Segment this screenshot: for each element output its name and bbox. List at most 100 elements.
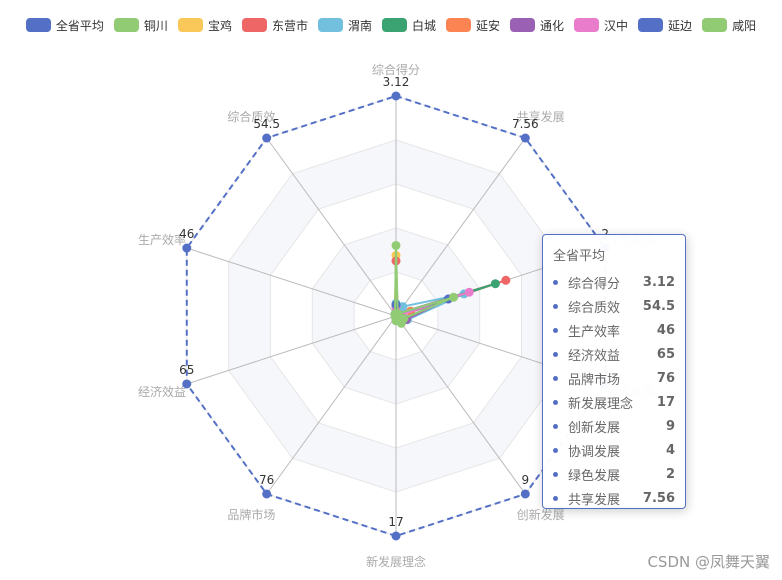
radar-series-line (185, 95, 607, 537)
legend-item[interactable]: 延安 (446, 17, 500, 34)
legend-swatch (25, 18, 51, 32)
tooltip-row: 创新发展 9 (553, 414, 675, 438)
tooltip-label: 创新发展 (568, 420, 621, 436)
radar-value-label: 54.5 (253, 117, 280, 131)
legend-item[interactable]: 通化 (510, 17, 564, 34)
tooltip-value: 54.5 (642, 298, 675, 314)
legend-swatch (317, 18, 343, 32)
legend-swatch (574, 18, 600, 32)
tooltip-row: 综合得分 3.12 (553, 270, 675, 294)
radar-axis-line (395, 315, 526, 495)
radar-value-label: 65 (179, 363, 194, 377)
legend-item[interactable]: 宝鸡 (177, 17, 232, 34)
radar-point (391, 91, 401, 101)
legend-item[interactable]: 东营市 (241, 17, 308, 34)
radar-indicator-label: 创新发展 (517, 507, 565, 522)
radar-value-label: 17 (388, 515, 403, 529)
tooltip-value: 76 (656, 370, 675, 386)
radar-indicator-label: 新发展理念 (366, 554, 426, 569)
tooltip-row: 绿色发展 2 (553, 462, 675, 486)
radar-point (182, 379, 192, 389)
legend-label: 通化 (540, 18, 565, 33)
radar-point (262, 133, 272, 143)
legend-label: 渭南 (347, 18, 372, 33)
tooltip-value: 17 (656, 394, 675, 410)
tooltip-row: 品牌市场 76 (553, 366, 675, 390)
tooltip-label: 绿色发展 (568, 468, 621, 484)
radar-axis-line (395, 137, 526, 317)
tooltip-value: 3.12 (642, 274, 675, 290)
legend-label: 白城 (411, 18, 436, 33)
legend-swatch (381, 18, 407, 32)
tooltip-dot (553, 423, 558, 429)
tooltip-dot (553, 399, 558, 405)
radar-point (262, 489, 272, 499)
legend-item[interactable]: 白城 (381, 17, 436, 34)
tooltip-label: 综合得分 (568, 276, 621, 292)
legend-label: 全省平均 (55, 18, 104, 33)
chart-legend: 全省平均 铜川 宝鸡 东营市 渭南 白城 延安 通化 汉中 延边 咸阳 (0, 12, 782, 38)
tooltip-label: 新发展理念 (568, 396, 634, 412)
radar-point (182, 243, 192, 253)
radar-axis-line (186, 247, 397, 317)
radar-axis-line (266, 137, 397, 317)
radar-point (464, 287, 474, 297)
radar-indicator-label: 品牌市场 (227, 507, 275, 522)
radar-indicator-label: 生产效率 (138, 232, 186, 247)
radar-point (520, 489, 530, 499)
legend-swatch (446, 18, 471, 32)
radar-point (449, 292, 459, 302)
legend-label: 宝鸡 (207, 18, 232, 33)
tooltip-row: 经济效益 65 (553, 342, 675, 366)
tooltip-value: 2 (665, 466, 675, 482)
radar-point (501, 275, 511, 285)
tooltip-rows: 综合得分 3.12 综合质效 54.5 生产效率 46 经济效益 65 品牌市场 76 新发展理念 1… (553, 270, 675, 510)
radar-value-label: 7.56 (512, 117, 539, 131)
legend-item[interactable]: 渭南 (317, 17, 372, 34)
radar-value-label: 3.12 (383, 75, 410, 89)
legend-label: 延边 (668, 18, 693, 33)
radar-value-label: 46 (179, 227, 194, 241)
legend-item[interactable]: 汉中 (574, 17, 628, 34)
legend-label: 汉中 (604, 18, 629, 33)
radar-point (391, 531, 401, 541)
tooltip-value: 7.56 (642, 490, 675, 506)
radar-indicator-label: 综合质效 (227, 109, 275, 124)
tooltip-dot (553, 303, 558, 309)
legend-item[interactable]: 铜川 (113, 17, 168, 34)
tooltip-value: 9 (665, 418, 675, 434)
legend-label: 东营市 (271, 18, 308, 33)
radar-value-label: 9 (521, 473, 529, 487)
radar-axis-line (186, 315, 397, 385)
legend-swatch (702, 18, 728, 32)
tooltip-label: 协调发展 (568, 444, 621, 460)
legend-swatch (241, 18, 267, 32)
legend-swatch (177, 18, 203, 32)
radar-indicator-label: 综合得分 (372, 62, 420, 77)
tooltip-row: 协调发展 4 (553, 438, 675, 462)
tooltip-dot (553, 471, 558, 477)
tooltip-row: 共享发展 7.56 (553, 486, 675, 510)
legend-label: 延安 (476, 18, 501, 33)
radar-axis-line (266, 315, 397, 495)
legend-item[interactable]: 延边 (638, 17, 692, 34)
legend-item[interactable]: 咸阳 (702, 17, 756, 34)
tooltip-dot (553, 279, 558, 285)
tooltip-label: 综合质效 (568, 300, 621, 316)
radar-value-label: 76 (259, 473, 274, 487)
legend-label: 咸阳 (732, 18, 757, 33)
tooltip-dot (553, 495, 558, 501)
tooltip-dot (553, 327, 558, 333)
legend-swatch (510, 18, 536, 32)
tooltip-label: 共享发展 (568, 492, 621, 508)
legend-item[interactable]: 全省平均 (25, 17, 104, 34)
watermark: CSDN @凤舞天翼 (647, 553, 770, 571)
radar-indicator-label: 经济效益 (138, 384, 186, 399)
tooltip-row: 综合质效 54.5 (553, 294, 675, 318)
tooltip-label: 品牌市场 (568, 372, 621, 388)
tooltip-value: 65 (656, 346, 675, 362)
tooltip-title: 全省平均 (553, 249, 606, 264)
tooltip-dot (553, 351, 558, 357)
radar-indicator-label: 共享发展 (517, 109, 565, 124)
